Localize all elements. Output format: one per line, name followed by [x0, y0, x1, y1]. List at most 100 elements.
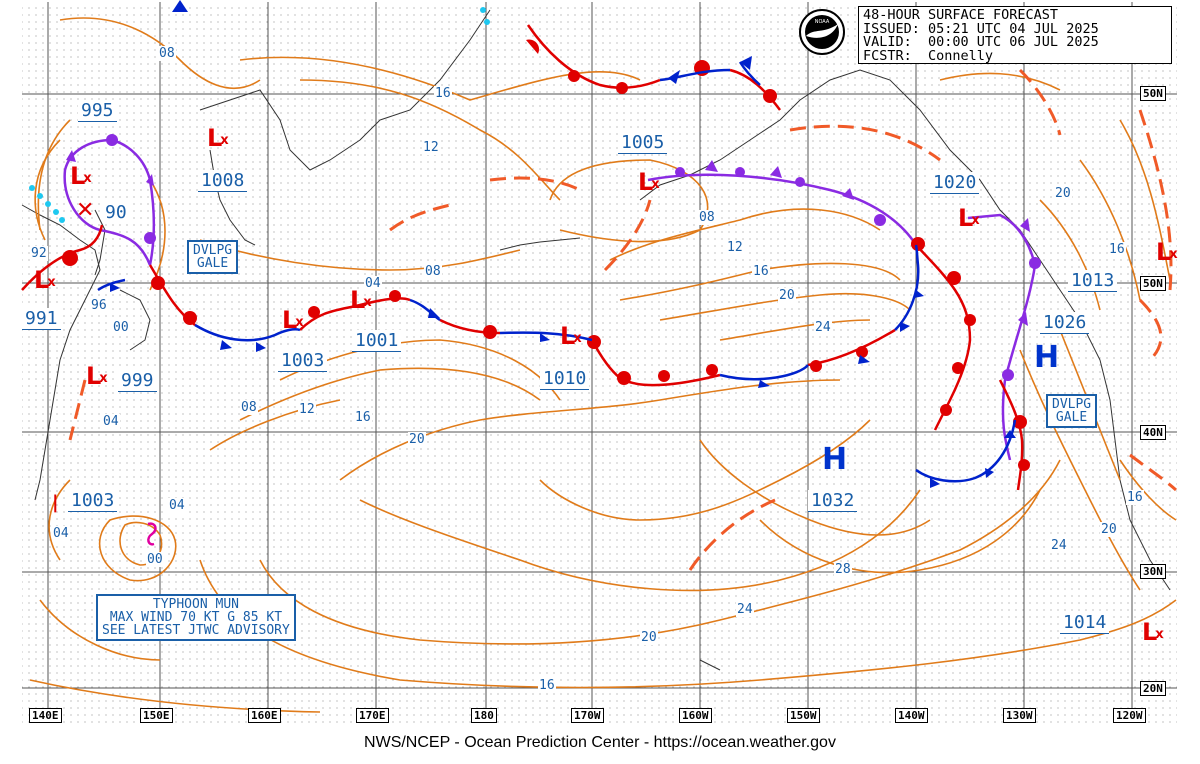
low-letter: L	[34, 266, 50, 294]
low-x: x	[83, 171, 92, 186]
isobar-label: 24	[736, 602, 754, 617]
box-line: GALE	[196, 256, 229, 271]
low-letter: |	[52, 492, 59, 513]
low-letter: L	[958, 204, 974, 232]
lon-label: 140W	[895, 708, 928, 723]
typhoon-advisory-box: TYPHOON MUN MAX WIND 70 KT G 85 KT SEE L…	[96, 594, 296, 641]
lon-label: 170E	[356, 708, 389, 723]
box-line: SEE LATEST JTWC ADVISORY	[102, 623, 290, 638]
low-pressure-center: Lx	[282, 306, 306, 334]
isobar-label: 16	[1126, 490, 1144, 505]
lon-label: 130W	[1003, 708, 1036, 723]
pressure-label: 1001	[352, 330, 402, 352]
isobar-label: 20	[1100, 522, 1118, 537]
pressure-label: 1003	[68, 490, 118, 512]
low-x: x	[363, 295, 372, 310]
isobar-label: 08	[158, 46, 176, 61]
noaa-logo-icon: NOAA	[799, 9, 845, 55]
isobar-label: 00	[146, 552, 164, 567]
low-x: x	[99, 371, 108, 386]
isobar-label: 04	[168, 498, 186, 513]
low-pressure-center: Lx	[958, 204, 982, 232]
lat-lon-grid	[22, 2, 1177, 710]
pressure-label: 999	[118, 370, 157, 392]
lon-label: 160W	[679, 708, 712, 723]
isobar-label: 04	[364, 276, 382, 291]
box-line: MAX WIND 70 KT G 85 KT	[109, 610, 283, 625]
title-line-1: 48-HOUR SURFACE FORECAST	[863, 7, 1059, 23]
low-pressure-center: Lx	[207, 124, 231, 152]
low-x: x	[1169, 247, 1178, 262]
lat-label: 50N	[1140, 86, 1166, 101]
pressure-label: 1026	[1040, 312, 1090, 334]
pressure-label: 90	[102, 202, 130, 223]
lon-label: 120W	[1113, 708, 1146, 723]
low-x: x	[220, 133, 229, 148]
isobar-label: 04	[52, 526, 70, 541]
troughs	[68, 68, 1178, 571]
low-pressure-center: Lx	[1156, 238, 1180, 266]
pressure-label: 1005	[618, 132, 668, 154]
low-letter: L	[1142, 618, 1158, 646]
isobar-label: 12	[422, 140, 440, 155]
pressure-label: 1032	[808, 490, 858, 512]
pressure-label: 1014	[1060, 612, 1110, 634]
lon-label: 160E	[248, 708, 281, 723]
title-issued: ISSUED: 05:21 UTC 04 JUL 2025	[863, 20, 1099, 37]
high-pressure-center: H	[822, 442, 848, 477]
low-x: x	[573, 331, 582, 346]
footer-credit: NWS/NCEP - Ocean Prediction Center - htt…	[364, 734, 836, 751]
isobar-label: 08	[240, 400, 258, 415]
low-pressure-center: Lx	[1142, 618, 1166, 646]
low-letter: L	[560, 322, 576, 350]
isobar-label: 20	[778, 288, 796, 303]
dissipating-low-icon: ✕	[76, 198, 95, 223]
dvlpg-gale-east-box: DVLPG GALE	[1046, 394, 1098, 428]
ice-markers	[29, 7, 490, 223]
box-line: DVLPG	[193, 243, 233, 258]
lat-label: 20N	[1140, 681, 1166, 696]
isobar-label: 08	[698, 210, 716, 225]
dvlpg-gale-west-box: DVLPG GALE	[187, 240, 239, 274]
low-x: x	[1155, 627, 1164, 642]
occluded-symbols	[66, 134, 1041, 381]
box-line: DVLPG	[1052, 397, 1092, 412]
isobar-label: 16	[1108, 242, 1126, 257]
lon-label: 170W	[571, 708, 604, 723]
title-valid: VALID: 00:00 UTC 06 JUL 2025	[863, 34, 1099, 50]
isobar-label: 24	[1050, 538, 1068, 553]
low-pressure-center: Lx	[638, 168, 662, 196]
low-letter: L	[638, 168, 654, 196]
low-letter: L	[70, 162, 86, 190]
logo-text: NOAA	[815, 19, 830, 25]
low-x: x	[651, 177, 660, 192]
isobar-label: 04	[102, 414, 120, 429]
isobar-label: 12	[298, 402, 316, 417]
pressure-label: 1013	[1068, 270, 1118, 292]
low-letter: L	[350, 286, 366, 314]
low-pressure-center: Lx	[350, 286, 374, 314]
pressure-label: 991	[22, 308, 61, 330]
high-pressure-center: H	[1034, 340, 1060, 375]
low-pressure-center: Lx	[70, 162, 94, 190]
pressure-label: 1020	[930, 172, 980, 194]
typhoon-symbol-icon	[147, 522, 157, 546]
lat-label: 40N	[1140, 425, 1166, 440]
box-line: TYPHOON MUN	[152, 597, 239, 612]
low-pressure-center: Lx	[34, 266, 58, 294]
lat-label: 30N	[1140, 564, 1166, 579]
isobar-label: 16	[538, 678, 556, 693]
forecast-title-block: 48-HOUR SURFACE FORECAST ISSUED: 05:21 U…	[858, 6, 1172, 64]
low-pressure-center: Lx	[560, 322, 584, 350]
box-line: GALE	[1055, 410, 1088, 425]
lon-label: 180	[471, 708, 497, 723]
isobar-label: 28	[834, 562, 852, 577]
cold-symbols	[110, 0, 1016, 488]
pressure-label: 1003	[278, 350, 328, 372]
low-letter: L	[282, 306, 298, 334]
isobar-label: 20	[408, 432, 426, 447]
low-x: x	[971, 213, 980, 228]
isobar-label: 16	[752, 264, 770, 279]
isobar-label: 12	[726, 240, 744, 255]
